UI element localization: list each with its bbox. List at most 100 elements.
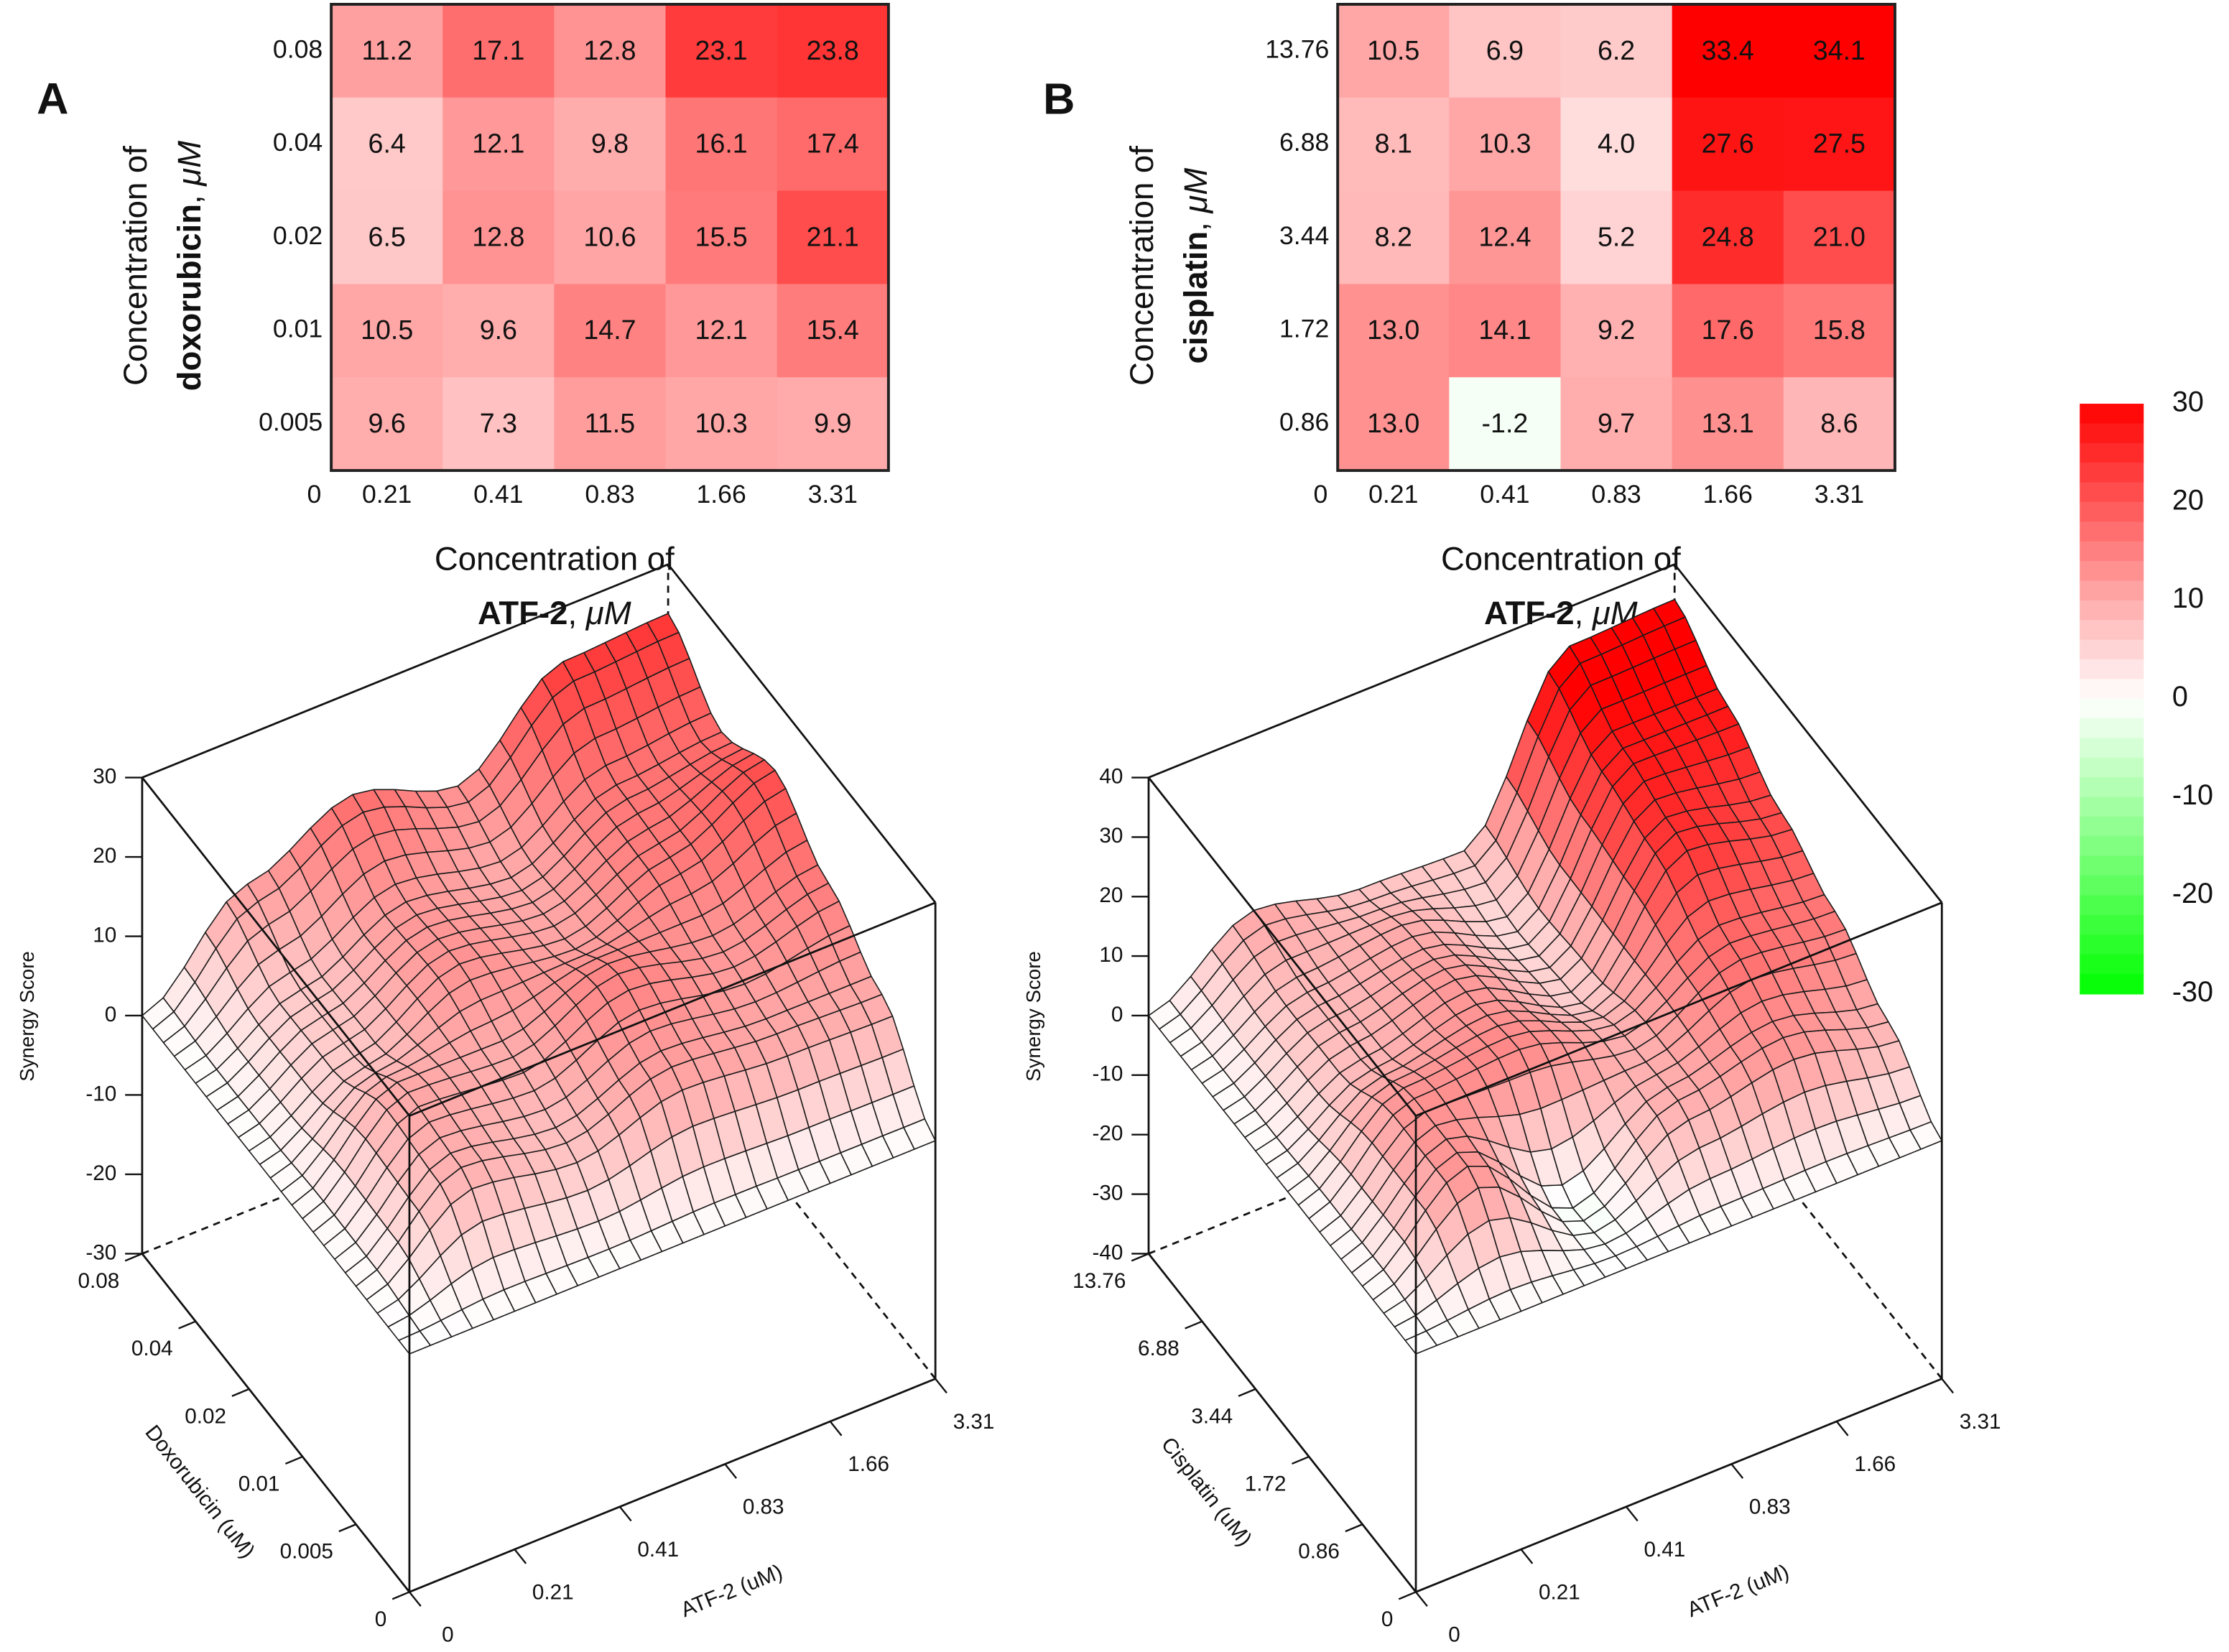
- y-label-unit: μM: [1177, 168, 1214, 214]
- z-tick-label: -30: [85, 1240, 116, 1264]
- y-axis-label: Concentration of doxorubicin, μM: [117, 141, 208, 391]
- heatmap-border: [1336, 2, 1896, 473]
- box-edge: [141, 1253, 411, 1593]
- heatmap-cell: [777, 97, 889, 192]
- colorbar-tick-label: 10: [2172, 583, 2204, 614]
- heatmap-cell: [1338, 284, 1450, 379]
- box-edge: [142, 563, 669, 779]
- cell-label: 17.6: [1702, 315, 1754, 345]
- x-tick-label: 3.31: [1960, 1410, 2001, 1434]
- heatmap-cell: [777, 284, 889, 379]
- heatmap-cell: [777, 4, 889, 98]
- heatmap-cell: [665, 284, 778, 379]
- y-tick: [124, 1253, 143, 1262]
- heatmap-cell: [554, 4, 667, 98]
- x-tick-label: 0: [1448, 1623, 1460, 1647]
- y-tick-label: 0.005: [259, 408, 323, 437]
- x-tick-label: 0.41: [1644, 1538, 1685, 1561]
- cell-label: 9.6: [480, 315, 517, 345]
- x-label-line: Concentration of: [435, 541, 675, 577]
- heatmap-cell: [554, 284, 667, 379]
- colorbar-band: [2080, 954, 2144, 975]
- cell-label: 21.1: [807, 221, 859, 251]
- x-label-unit: μM: [585, 595, 631, 631]
- heatmap-cell: [1672, 4, 1784, 98]
- cell-label: 12.4: [1478, 221, 1531, 251]
- heatmap-cell: [1672, 190, 1784, 285]
- colorbar-band: [2080, 620, 2144, 641]
- x-tick-label: 0.21: [532, 1580, 574, 1604]
- box-edge: [1415, 901, 1942, 1117]
- y-tick-label: 0.02: [185, 1404, 226, 1428]
- x-tick-label: 0.41: [637, 1538, 679, 1561]
- heatmap-cell: [1560, 190, 1673, 285]
- x-tick: [1835, 1421, 1849, 1437]
- colorbar-tick-label: -10: [2172, 779, 2213, 811]
- cell-label: 12.8: [472, 221, 524, 251]
- x-tick: [1730, 1463, 1744, 1479]
- y-tick: [1238, 1388, 1256, 1397]
- cell-label: 6.4: [369, 129, 406, 159]
- heatmap-cell: [1449, 284, 1562, 379]
- y-tick-label: 0.08: [273, 34, 323, 63]
- origin-label: 0: [307, 480, 321, 509]
- y-tick: [338, 1523, 356, 1533]
- cell-label: 8.2: [1375, 221, 1412, 251]
- y-tick: [1292, 1455, 1310, 1465]
- cell-label: 23.8: [807, 35, 859, 65]
- colorbar-tick-label: -20: [2172, 878, 2213, 909]
- y-tick-label: 6.88: [1138, 1337, 1180, 1360]
- y-tick-label: 3.44: [1191, 1404, 1233, 1428]
- x-label-drug: ATF-2: [1484, 595, 1575, 631]
- cell-label: 9.8: [591, 129, 629, 159]
- colorbar-tick-label: -30: [2172, 976, 2213, 1008]
- x-label-sep: ,: [1575, 595, 1593, 631]
- cell-label: 17.1: [472, 35, 524, 65]
- cell-label: 9.7: [1598, 408, 1635, 438]
- heatmap-cell: [777, 377, 889, 471]
- z-tick-label: 40: [1099, 764, 1123, 788]
- colorbar-band: [2080, 541, 2144, 562]
- y-label-line: doxorubicin, μM: [171, 141, 208, 391]
- heatmap-cell: [777, 190, 889, 285]
- cell-label: -1.2: [1482, 408, 1529, 438]
- z-tick-label: 20: [93, 844, 116, 868]
- colorbar-band: [2080, 816, 2144, 837]
- y-label-sep: ,: [171, 186, 208, 204]
- x-tick-label: 1.66: [1854, 1452, 1896, 1476]
- y-tick-label: 0.08: [78, 1269, 119, 1293]
- colorbar-band: [2080, 482, 2144, 504]
- colorbar-band: [2080, 600, 2144, 621]
- heatmap-cell: [1560, 97, 1673, 192]
- cell-label: 10.3: [1478, 129, 1531, 159]
- heatmap-cell: [1783, 377, 1896, 471]
- heatmap-cell: [665, 190, 778, 285]
- cell-label: 24.8: [1702, 221, 1754, 251]
- x-tick: [1415, 1591, 1428, 1607]
- z-tick-label: -30: [1092, 1181, 1123, 1205]
- box-edge: [141, 776, 411, 1117]
- cell-label: 13.0: [1367, 408, 1419, 438]
- z-axis-label: Synergy Score: [16, 951, 38, 1082]
- heatmap-cell: [1449, 4, 1562, 98]
- y-label-line: cisplatin, μM: [1177, 168, 1214, 364]
- colorbar-band: [2080, 836, 2144, 857]
- x-tick-label: 0.83: [1749, 1495, 1791, 1519]
- box-edge: [1674, 563, 1943, 904]
- heatmap-cell: [331, 190, 444, 285]
- colorbar-band: [2080, 777, 2144, 798]
- cell-label: 12.1: [472, 129, 524, 159]
- heatmap-cell: [1560, 377, 1673, 471]
- cell-label: 14.1: [1478, 315, 1531, 345]
- surface-patch: [398, 1330, 432, 1355]
- heatmap-cell: [442, 377, 555, 471]
- cell-label: 6.9: [1486, 35, 1524, 65]
- y-tick-label: 0.005: [280, 1540, 333, 1564]
- x-tick: [514, 1549, 527, 1564]
- y-tick: [1185, 1320, 1202, 1330]
- cell-label: 13.0: [1367, 315, 1419, 345]
- y-label-drug: cisplatin: [1177, 231, 1214, 364]
- cell-label: 6.2: [1598, 35, 1635, 65]
- colorbar-band: [2080, 738, 2144, 758]
- heatmap-cell: [331, 377, 444, 471]
